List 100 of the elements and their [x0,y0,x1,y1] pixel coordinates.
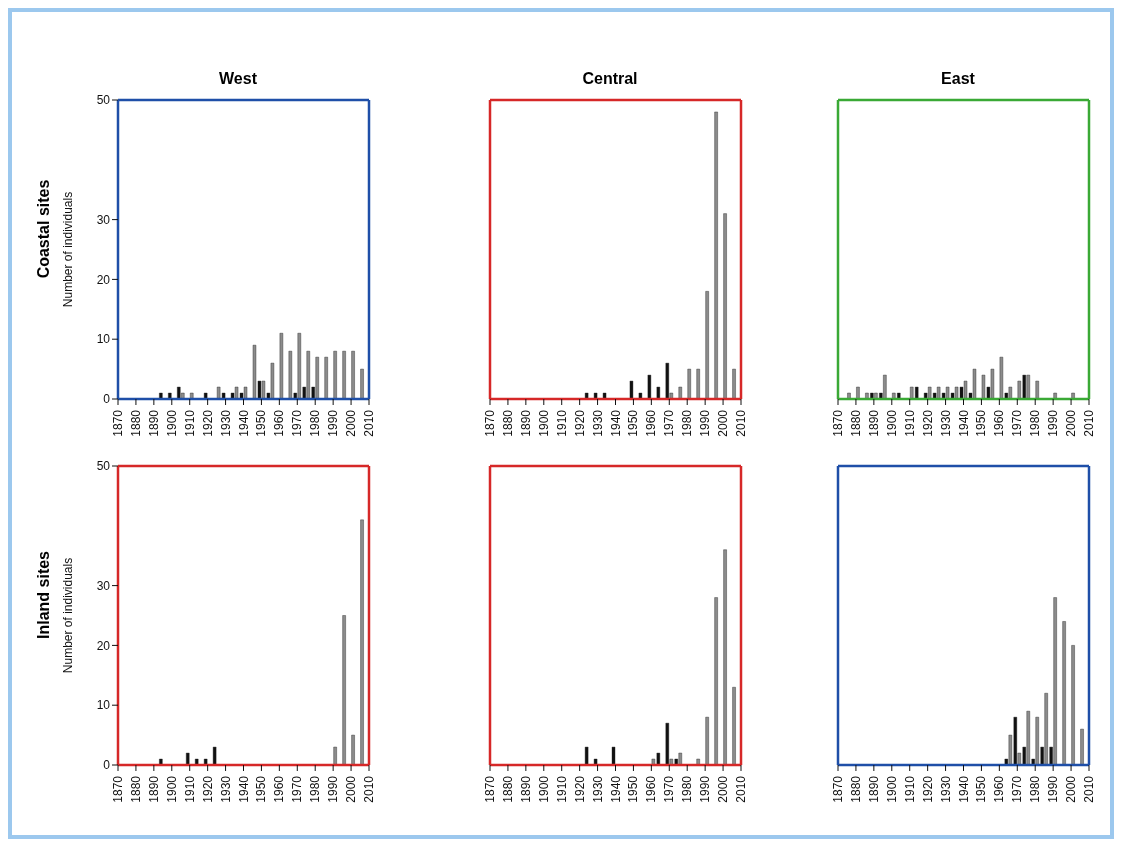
x-tick-label: 1960 [644,775,659,803]
x-tick-label: 1880 [500,409,515,437]
chart-title: West [218,70,258,89]
y-axis-title: Number of individuals [61,557,76,674]
x-tick-label: 1970 [662,775,677,803]
x-tick-label: 1920 [572,775,587,803]
bar [665,722,669,765]
x-tick-label: 1990 [698,775,713,803]
bar [705,291,709,399]
x-tick-label: 1910 [182,775,197,803]
bar [1071,392,1075,399]
x-tick-label: 1930 [938,775,953,803]
x-tick-label: 1900 [536,409,551,437]
bar [696,758,700,765]
bar [351,734,355,765]
bar [656,386,661,399]
x-tick-label: 1980 [308,775,323,803]
x-tick-label: 1960 [992,409,1007,437]
x-tick-label: 1950 [254,775,269,803]
x-tick-label: 1920 [572,409,587,437]
x-tick-label: 1930 [218,409,233,437]
x-tick-label: 1920 [920,775,935,803]
x-tick-label: 1890 [146,409,161,437]
bar [602,392,607,399]
x-tick-label: 1880 [500,775,515,803]
bar [360,368,364,399]
x-tick-label: 1940 [236,409,251,437]
x-tick-label: 2010 [362,775,376,803]
x-tick-label: 1930 [590,409,605,437]
x-tick-label: 1920 [920,409,935,437]
bar [696,368,700,399]
bar [723,549,727,765]
bar [212,746,217,765]
x-tick-label: 1920 [200,775,215,803]
x-tick-label: 1880 [848,775,863,803]
bar [665,362,669,399]
x-tick-label: 1980 [1028,409,1043,437]
x-tick-label: 1960 [272,409,287,437]
x-tick-label: 1890 [146,775,161,803]
bar [638,392,643,399]
y-tick-label: 20 [96,638,111,653]
y-tick-label: 50 [96,93,111,108]
x-tick-label: 1960 [992,775,1007,803]
x-tick-label: 1930 [590,775,605,803]
x-tick-label: 1980 [1028,775,1043,803]
bar [678,386,682,399]
y-tick-label: 0 [103,392,111,407]
x-tick-label: 1890 [518,409,533,437]
x-tick-label: 2000 [716,775,731,803]
bar [1035,380,1039,399]
bar [351,350,355,399]
bar [963,380,968,399]
x-tick-label: 1980 [680,775,695,803]
x-tick-label: 1940 [608,409,623,437]
x-tick-label: 1900 [536,775,551,803]
bar [936,386,941,399]
bar [856,386,860,399]
x-tick-label: 2000 [1064,775,1079,803]
bar [252,344,257,399]
x-tick-label: 1950 [254,409,269,437]
bar [732,687,736,765]
x-tick-label: 1970 [290,775,305,803]
bar [342,350,346,399]
y-tick-label: 30 [96,212,111,227]
bar [195,758,199,765]
x-tick-label: 1940 [236,775,251,803]
bar [279,333,284,399]
x-tick-label: 1950 [974,409,989,437]
y-tick-label: 10 [96,698,111,713]
x-tick-label: 1890 [866,775,881,803]
x-tick-label: 1940 [956,775,971,803]
x-tick-label: 1940 [608,775,623,803]
x-tick-label: 1910 [554,409,569,437]
bar [1080,728,1084,765]
x-tick-label: 1870 [111,409,125,437]
x-tick-label: 1870 [483,775,497,803]
x-tick-label: 1960 [644,409,659,437]
bar [714,597,718,765]
x-tick-label: 2000 [716,409,731,437]
x-tick-label: 1970 [290,409,305,437]
x-tick-label: 1980 [308,409,323,437]
x-tick-label: 1900 [884,775,899,803]
bar [883,374,887,399]
x-tick-label: 2010 [734,409,748,437]
x-tick-label: 1920 [200,409,215,437]
bar [333,746,337,765]
bar [1026,374,1030,399]
bar [243,386,248,399]
x-tick-label: 1990 [326,775,341,803]
x-tick-label: 1970 [1010,775,1025,803]
x-tick-label: 1890 [518,775,533,803]
bar [190,392,194,399]
bar [1062,621,1066,765]
bar [159,758,163,765]
bar [714,111,718,399]
x-tick-label: 1970 [1010,409,1025,437]
bar [315,356,319,399]
x-tick-label: 1950 [626,775,641,803]
bar [972,368,977,399]
x-tick-label: 2000 [344,409,359,437]
